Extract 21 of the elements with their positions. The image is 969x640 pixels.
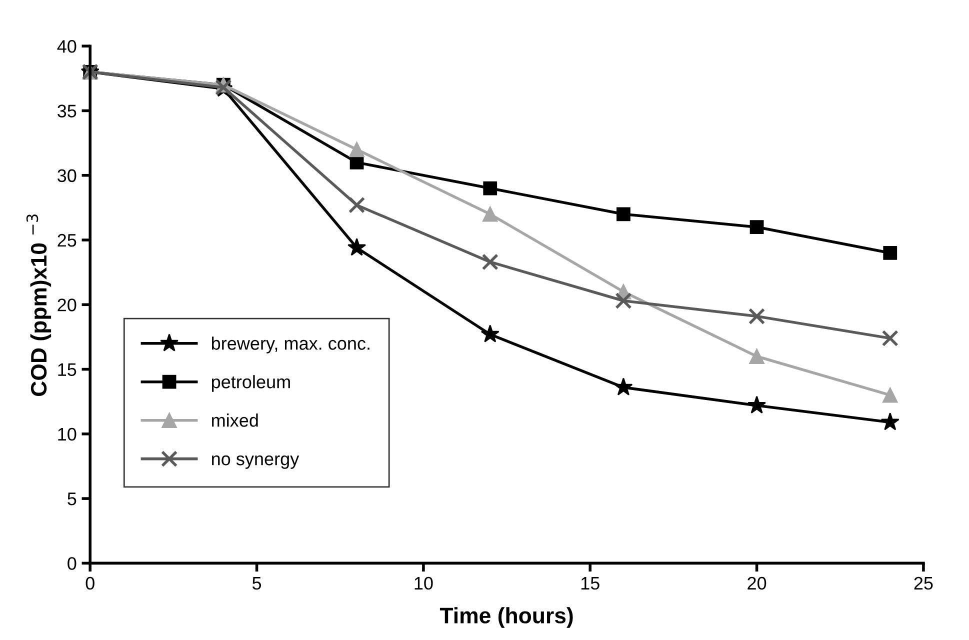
x-tick-label: 0 <box>86 576 94 590</box>
legend-label: mixed <box>212 414 258 427</box>
y-tick-label: 30 <box>58 169 76 182</box>
x-tick-label: 15 <box>581 577 600 590</box>
y-tick-label: 15 <box>58 363 76 376</box>
y-tick-label: 10 <box>58 428 76 441</box>
y-tick-label: 35 <box>58 104 76 118</box>
y-tick-label: 40 <box>57 40 76 53</box>
x-tick-label: 25 <box>914 576 933 590</box>
x-tick-label: 5 <box>252 577 262 590</box>
y-tick-label: 5 <box>68 492 76 506</box>
y-tick-label: 0 <box>68 557 76 570</box>
legend-label: no synergy <box>212 455 300 469</box>
x-tick-label: 20 <box>748 576 766 590</box>
y-axis-title: COD (ppm)x10 $^{−3}$ <box>26 214 52 396</box>
x-tick-label: 10 <box>414 576 433 590</box>
legend-label: brewery, max. conc. <box>212 336 370 354</box>
x-axis-title: Time (hours) <box>440 607 573 628</box>
y-tick-label: 20 <box>58 298 76 312</box>
legend-label: petroleum <box>212 375 290 392</box>
y-tick-label: 25 <box>58 234 76 247</box>
